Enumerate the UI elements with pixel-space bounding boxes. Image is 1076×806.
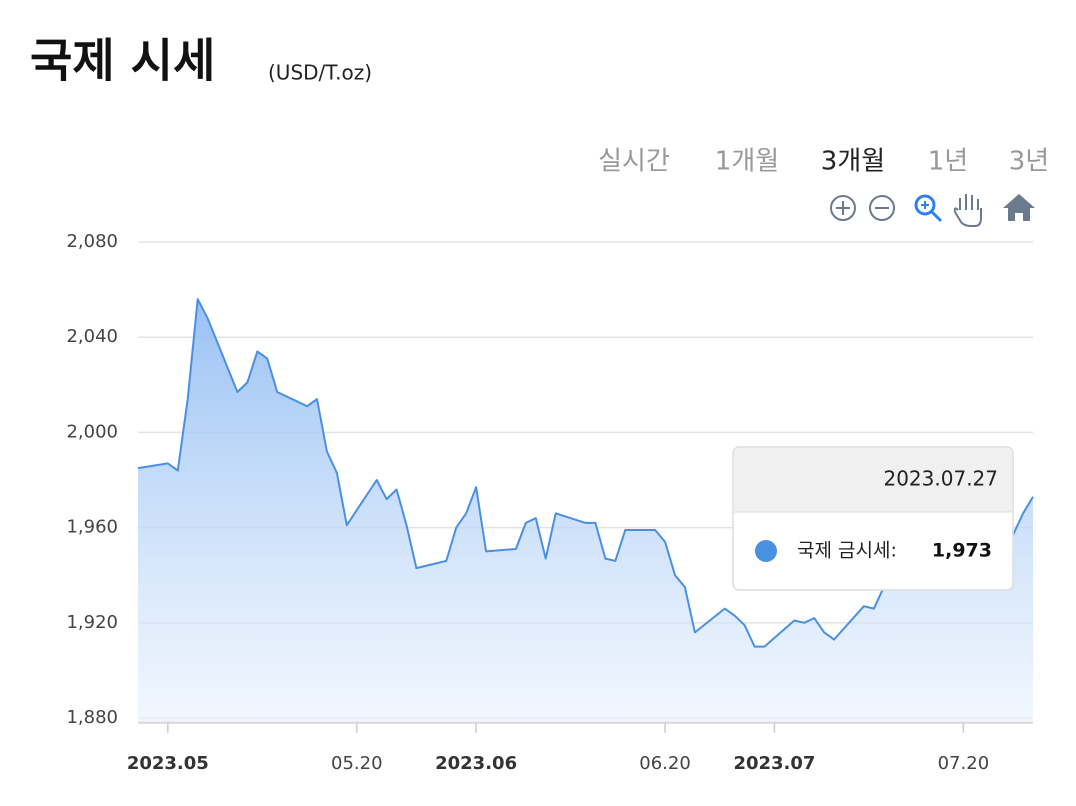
area: [138, 299, 1033, 723]
x-tick-label: 07.20: [938, 753, 990, 774]
x-tick-label: 2023.05: [127, 753, 209, 774]
zoom-in-button[interactable]: [830, 195, 856, 221]
toolbar: [830, 194, 1035, 227]
y-tick-label: 2,080: [66, 231, 118, 252]
tooltip-label: 국제 금시세:: [797, 540, 897, 562]
tab[interactable]: 1개월: [715, 147, 779, 177]
y-tick-label: 2,000: [66, 421, 118, 442]
unit: (USD/T.oz): [268, 61, 372, 85]
x-tick-label: 2023.07: [733, 753, 815, 774]
selection-zoom-button[interactable]: [914, 194, 943, 223]
tab[interactable]: 3년: [1009, 147, 1049, 177]
plot: 1,880 1,920 1,960 2,000 2,040 2,080 2023.05 05.…: [66, 231, 1034, 774]
x-tick-label: 2023.06: [435, 753, 517, 774]
tooltip: 2023.07.27 국제 금시세: 1,973: [732, 446, 1014, 591]
y-tick-label: 1,960: [66, 517, 118, 538]
tooltip-value: 1,973: [932, 540, 992, 562]
x-tick-label: 05.20: [331, 753, 383, 774]
pan-button[interactable]: [953, 194, 982, 227]
y-tick-label: 2,040: [66, 326, 118, 347]
x-tick-label: 06.20: [639, 753, 691, 774]
reset-button[interactable]: [1003, 194, 1035, 221]
tooltip-marker: [755, 540, 777, 562]
tab[interactable]: 실시간: [598, 147, 670, 177]
tabs: 실시간 1개월 3개월 1년 3년: [598, 147, 1049, 177]
tab[interactable]: 3개월: [821, 147, 885, 177]
tooltip-header: [733, 447, 1013, 512]
y-tick-label: 1,880: [66, 707, 118, 728]
y-tick-label: 1,920: [66, 612, 118, 633]
tooltip-date: 2023.07.27: [883, 467, 998, 491]
tab[interactable]: 1년: [928, 147, 968, 177]
page-title: 국제 시세: [30, 34, 215, 88]
zoom-out-button[interactable]: [869, 195, 895, 221]
